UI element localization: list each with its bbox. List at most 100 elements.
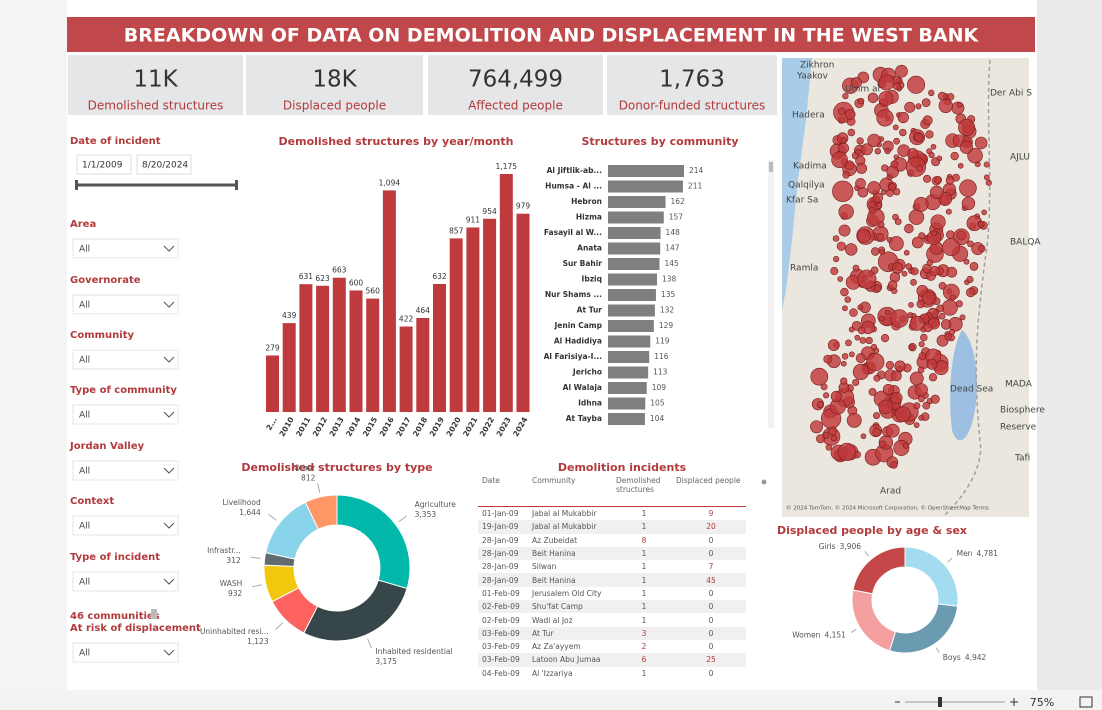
table-cell: 25: [706, 655, 716, 665]
table-cell: 0: [708, 642, 714, 652]
map-point: [852, 363, 870, 380]
scroll-thumb[interactable]: [769, 162, 773, 172]
map-point: [823, 354, 833, 364]
data-label: 954: [482, 207, 497, 216]
map-point: [865, 336, 873, 345]
map-label: Hadera: [792, 111, 825, 121]
map-point: [856, 229, 871, 243]
map-point: [934, 176, 943, 184]
table-cell: Beit Hanina: [532, 549, 576, 559]
y-tick-label: Hizma: [576, 213, 602, 222]
leader-line: [367, 638, 372, 649]
slicer-label: Area: [70, 219, 96, 230]
slice-value: 4,151: [824, 631, 846, 640]
map-label: Tafi: [1014, 454, 1030, 464]
bar: [608, 413, 645, 425]
map-point: [832, 235, 840, 242]
slider-handle[interactable]: [235, 180, 238, 190]
map-point: [938, 312, 946, 320]
data-label: 663: [332, 266, 347, 275]
map-point: [874, 148, 881, 155]
bar: [382, 190, 396, 412]
zoom-thumb[interactable]: [938, 697, 942, 707]
table-cell: 03-Feb-09: [482, 628, 520, 638]
map-point: [857, 269, 877, 289]
map-point: [918, 414, 924, 421]
map-point: [897, 111, 909, 124]
map-point: [845, 339, 852, 347]
table-cell: 0: [708, 535, 714, 545]
slice-value: 3,906: [840, 542, 862, 551]
table-row: 19-Jan-09 Jabal al Mukabbir 1 20: [478, 520, 746, 534]
map-point: [852, 379, 860, 387]
map-point: [899, 128, 907, 137]
chevron: [163, 649, 175, 656]
map-point: [961, 196, 976, 211]
table-title: Demolition incidents: [558, 461, 687, 474]
data-label: 279: [265, 343, 280, 352]
map-point: [880, 189, 887, 196]
map-point: [908, 344, 915, 351]
table-cell: 45: [706, 575, 716, 585]
map-point: [891, 262, 904, 274]
table-cell: Az Za'ayyem: [532, 642, 581, 652]
data-label: 560: [366, 287, 381, 296]
slicer-dropdown[interactable]: [72, 404, 179, 425]
map-point: [902, 442, 910, 449]
slicer-dropdown[interactable]: [72, 349, 179, 370]
kpi-value: 18K: [312, 67, 357, 93]
map-point: [945, 208, 952, 215]
map-point: [907, 75, 926, 94]
map-point: [928, 89, 935, 97]
bar: [608, 180, 683, 193]
map-point: [878, 91, 894, 107]
slicer-dropdown[interactable]: [72, 642, 179, 663]
data-label: 214: [689, 166, 704, 175]
slider-handle[interactable]: [75, 180, 78, 190]
map-point: [938, 98, 953, 113]
map-point: [830, 434, 838, 442]
map-point: [941, 299, 958, 316]
zoom-in[interactable]: [1010, 698, 1018, 706]
bar: [466, 227, 480, 412]
map-point: [983, 174, 990, 181]
data-label: 145: [664, 259, 679, 268]
slicer-dropdown[interactable]: [72, 571, 179, 592]
slice-label: Uninhabited resi...: [200, 627, 269, 636]
map-label: Reserve: [1000, 423, 1037, 433]
map-point: [868, 207, 876, 215]
slicer-dropdown[interactable]: [72, 460, 179, 481]
slicer-dropdown[interactable]: [72, 238, 179, 259]
table-cell: 6: [641, 655, 647, 665]
scrollbar[interactable]: [768, 160, 774, 428]
slicer-note: 46 communities: [70, 611, 160, 622]
kpi-value: 11K: [133, 67, 178, 93]
map-point: [887, 280, 898, 290]
slice-value: 312: [226, 556, 241, 565]
bar: [416, 318, 430, 412]
map-point: [844, 296, 851, 303]
map-point: [868, 388, 877, 396]
date-input[interactable]: [136, 154, 192, 175]
kpi-label: Donor-funded structures: [619, 99, 766, 113]
map-point: [922, 115, 933, 126]
slicer-dropdown[interactable]: [72, 515, 179, 536]
map-point: [925, 130, 934, 139]
data-label: 138: [662, 275, 677, 284]
data-label: 422: [399, 315, 414, 324]
data-label: 1,094: [379, 178, 401, 187]
map-point: [949, 294, 956, 301]
map-point: [876, 109, 894, 127]
slicer-dropdown[interactable]: [72, 294, 179, 315]
table-cell: Jabal al Mukabbir: [532, 522, 597, 532]
map-point: [926, 148, 933, 155]
slice-name: Boys: [943, 653, 961, 662]
fit-page[interactable]: [1079, 696, 1093, 708]
table-header[interactable]: Date Community Demolished structures Displa…: [478, 476, 746, 507]
map-point: [946, 93, 955, 101]
chevron: [163, 467, 175, 474]
date-input[interactable]: [76, 154, 132, 175]
map-point: [946, 266, 958, 278]
filter-label: Date of incident: [70, 136, 161, 147]
y-tick-label: At Tayba: [566, 414, 602, 423]
